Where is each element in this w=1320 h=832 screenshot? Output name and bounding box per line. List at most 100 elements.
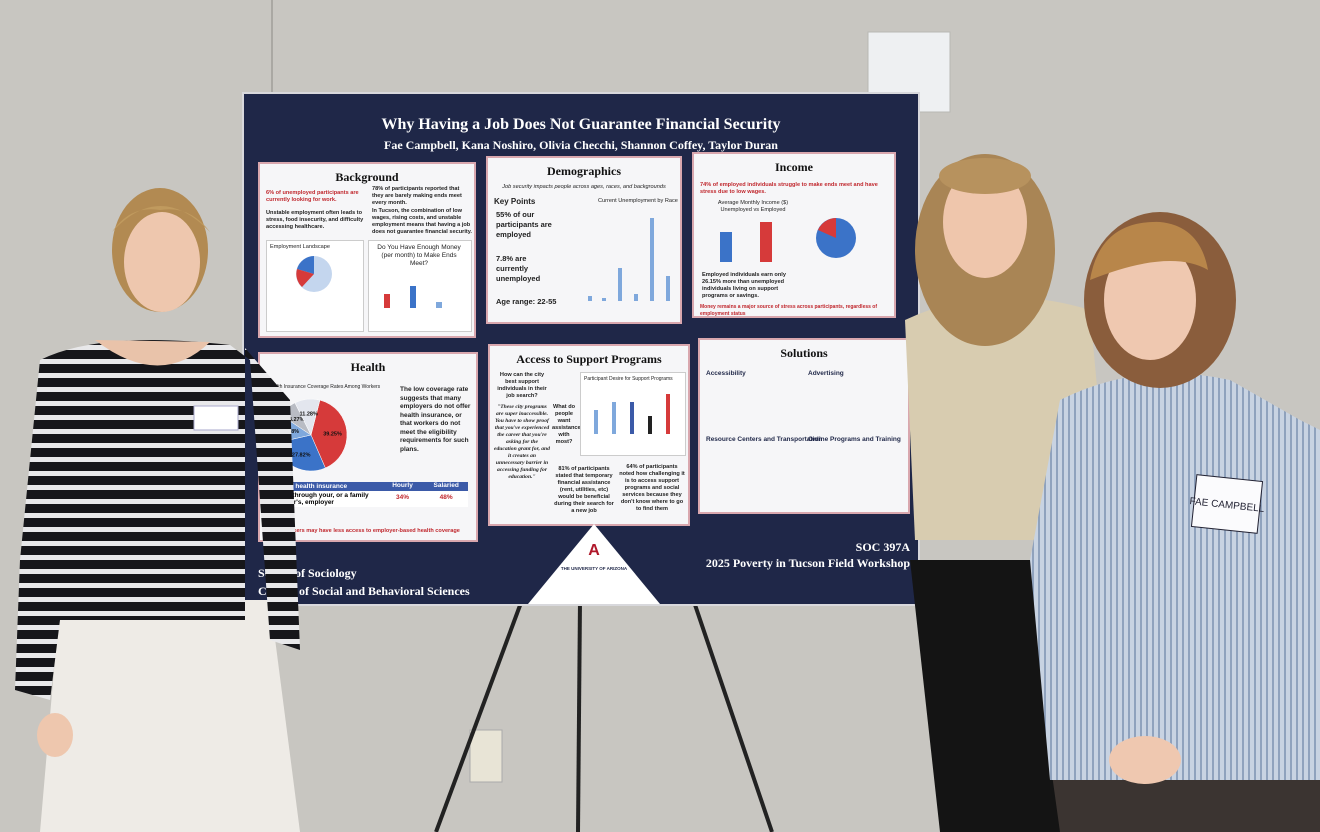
face <box>124 212 200 312</box>
course-code: SOC 397A <box>855 540 910 554</box>
chart-title: Do You Have Enough Money (per month) to … <box>377 244 461 267</box>
bar-decoration <box>666 394 670 434</box>
footer-text: College of Social and Behavioral Science… <box>258 584 470 598</box>
name-tag <box>193 405 239 431</box>
easel-leg <box>688 589 774 832</box>
person-right: FAE CAMPBELL <box>1030 212 1320 832</box>
chart-title: Employment Landscape <box>270 244 331 250</box>
pants <box>910 560 1060 832</box>
health-panel: Health Health Insurance Coverage Rates A… <box>258 352 478 542</box>
logo-letter: A <box>588 542 600 559</box>
panel-heading: Income <box>775 160 813 174</box>
poster-title: Why Having a Job Does Not Guarantee Fina… <box>381 116 781 133</box>
text: What do people want assistance with most… <box>552 404 581 445</box>
income-panel: Income 74% of employed individuals strug… <box>692 152 896 318</box>
text: 81% of participants stated that temporar… <box>554 466 614 514</box>
panel-heading: Solutions <box>780 346 828 360</box>
text: In Tucson, the combination of low wages,… <box>372 208 472 235</box>
text: Money remains a major source of stress a… <box>700 304 890 317</box>
slice-label: 8.27% <box>289 417 305 423</box>
subheading: Resource Centers and Transportation <box>706 436 823 443</box>
chart-title: Health Insurance Coverage Rates Among Wo… <box>268 384 381 390</box>
triangle <box>528 524 660 604</box>
striped-shirt <box>1030 373 1320 780</box>
outlet <box>469 729 503 783</box>
text: 7.8% are currently unemployed <box>496 254 541 283</box>
bar-decoration <box>594 410 598 434</box>
panel-heading: Health <box>350 360 386 374</box>
person-middle <box>905 154 1100 832</box>
chart-title: Participant Desire for Support Programs <box>584 376 673 382</box>
workshop: 2025 Poverty in Tucson Field Workshop <box>705 556 910 570</box>
face <box>943 166 1027 278</box>
text: 6% of unemployed participants are curren… <box>266 190 359 203</box>
slice-label: 11.28% <box>300 412 318 418</box>
poster-authors: Fae Campbell, Kana Noshiro, Olivia Checc… <box>384 138 778 152</box>
text: The low coverage rate suggests that many… <box>400 386 471 453</box>
text: 74% of employed individuals struggle to … <box>700 182 878 195</box>
mini-chart <box>594 394 670 434</box>
hand <box>37 713 73 757</box>
access-panel: Access to Support Programs How can the c… <box>488 344 690 526</box>
mini-charts <box>296 256 442 308</box>
pie-decoration <box>296 269 314 287</box>
bar-decoration <box>384 294 390 308</box>
subtitle: Job security impacts people across ages,… <box>502 184 666 190</box>
hands <box>1109 736 1181 784</box>
slice-label: 27.82% <box>292 452 311 458</box>
solutions-panel: Solutions Accessibility Advertising Reso… <box>698 338 910 514</box>
bangs <box>1090 221 1208 280</box>
header-cell: Salaried <box>433 482 459 489</box>
bar-decoration <box>648 416 652 434</box>
hair <box>939 158 1031 194</box>
text: Unstable employment often leads to stres… <box>266 210 364 230</box>
bar-decoration <box>630 402 634 434</box>
text: 74% of employed individuals struggle to … <box>700 182 890 196</box>
chart-box <box>368 240 472 332</box>
neck <box>95 340 210 366</box>
bar-decoration <box>666 276 670 301</box>
subheading: Advertising <box>808 370 844 377</box>
pie-slice <box>294 398 321 436</box>
bar-decoration <box>410 286 416 308</box>
bar-decoration <box>588 296 592 301</box>
text: 6% of unemployed participants are curren… <box>266 190 366 204</box>
bar-decoration <box>650 218 654 301</box>
text: 64% of participants noted how challengin… <box>619 464 685 512</box>
subheading: Key Points <box>494 197 536 206</box>
text: Age range: 22-55 <box>496 297 557 306</box>
panel-heading: Background <box>335 170 399 184</box>
university: THE UNIVERSITY OF ARIZONA <box>560 566 628 571</box>
text: Employed individuals earn only 26.15% mo… <box>702 272 786 299</box>
text: Money remains a major source of stress a… <box>700 304 878 317</box>
bar-decoration <box>634 294 638 301</box>
table-row: A plan through your, or a family member'… <box>268 491 468 507</box>
mini-chart <box>720 218 856 262</box>
poster: Why Having a Job Does Not Guarantee Fina… <box>242 92 920 606</box>
table-header: Type of health insurance Hourly Salaried <box>268 482 468 491</box>
text: 55% of our participants are employed <box>496 210 552 239</box>
header-cell: Hourly <box>392 482 413 489</box>
cell: 48% <box>439 494 453 501</box>
chart-title: Average Monthly Income ($) Unemployed vs… <box>717 200 789 213</box>
face <box>1104 240 1196 360</box>
header-cell: Type of health insurance <box>271 483 348 490</box>
subheading: Online Programs and Training <box>808 436 901 443</box>
subheading: Accessibility <box>706 370 746 377</box>
text: Hourly workers may have less access to e… <box>264 528 474 535</box>
skirt <box>40 600 300 832</box>
slice-label: 39.25% <box>323 431 342 437</box>
mini-chart <box>588 218 670 301</box>
text: Hourly workers may have less access to e… <box>264 528 460 534</box>
bar-decoration <box>760 222 772 262</box>
panel-heading: Access to Support Programs <box>516 352 662 366</box>
pie-decoration <box>818 218 836 238</box>
text: 78% of participants reported that they a… <box>372 186 462 206</box>
cell: 34% <box>396 494 410 501</box>
chart-title: Current Unemployment by Race <box>598 198 678 204</box>
demographics-panel: Demographics Job security impacts people… <box>486 156 682 324</box>
pie-chart: 39.25%27.82%12.78%8.27%11.28% <box>274 398 348 472</box>
cell: A plan through your, or a family member'… <box>271 492 369 506</box>
